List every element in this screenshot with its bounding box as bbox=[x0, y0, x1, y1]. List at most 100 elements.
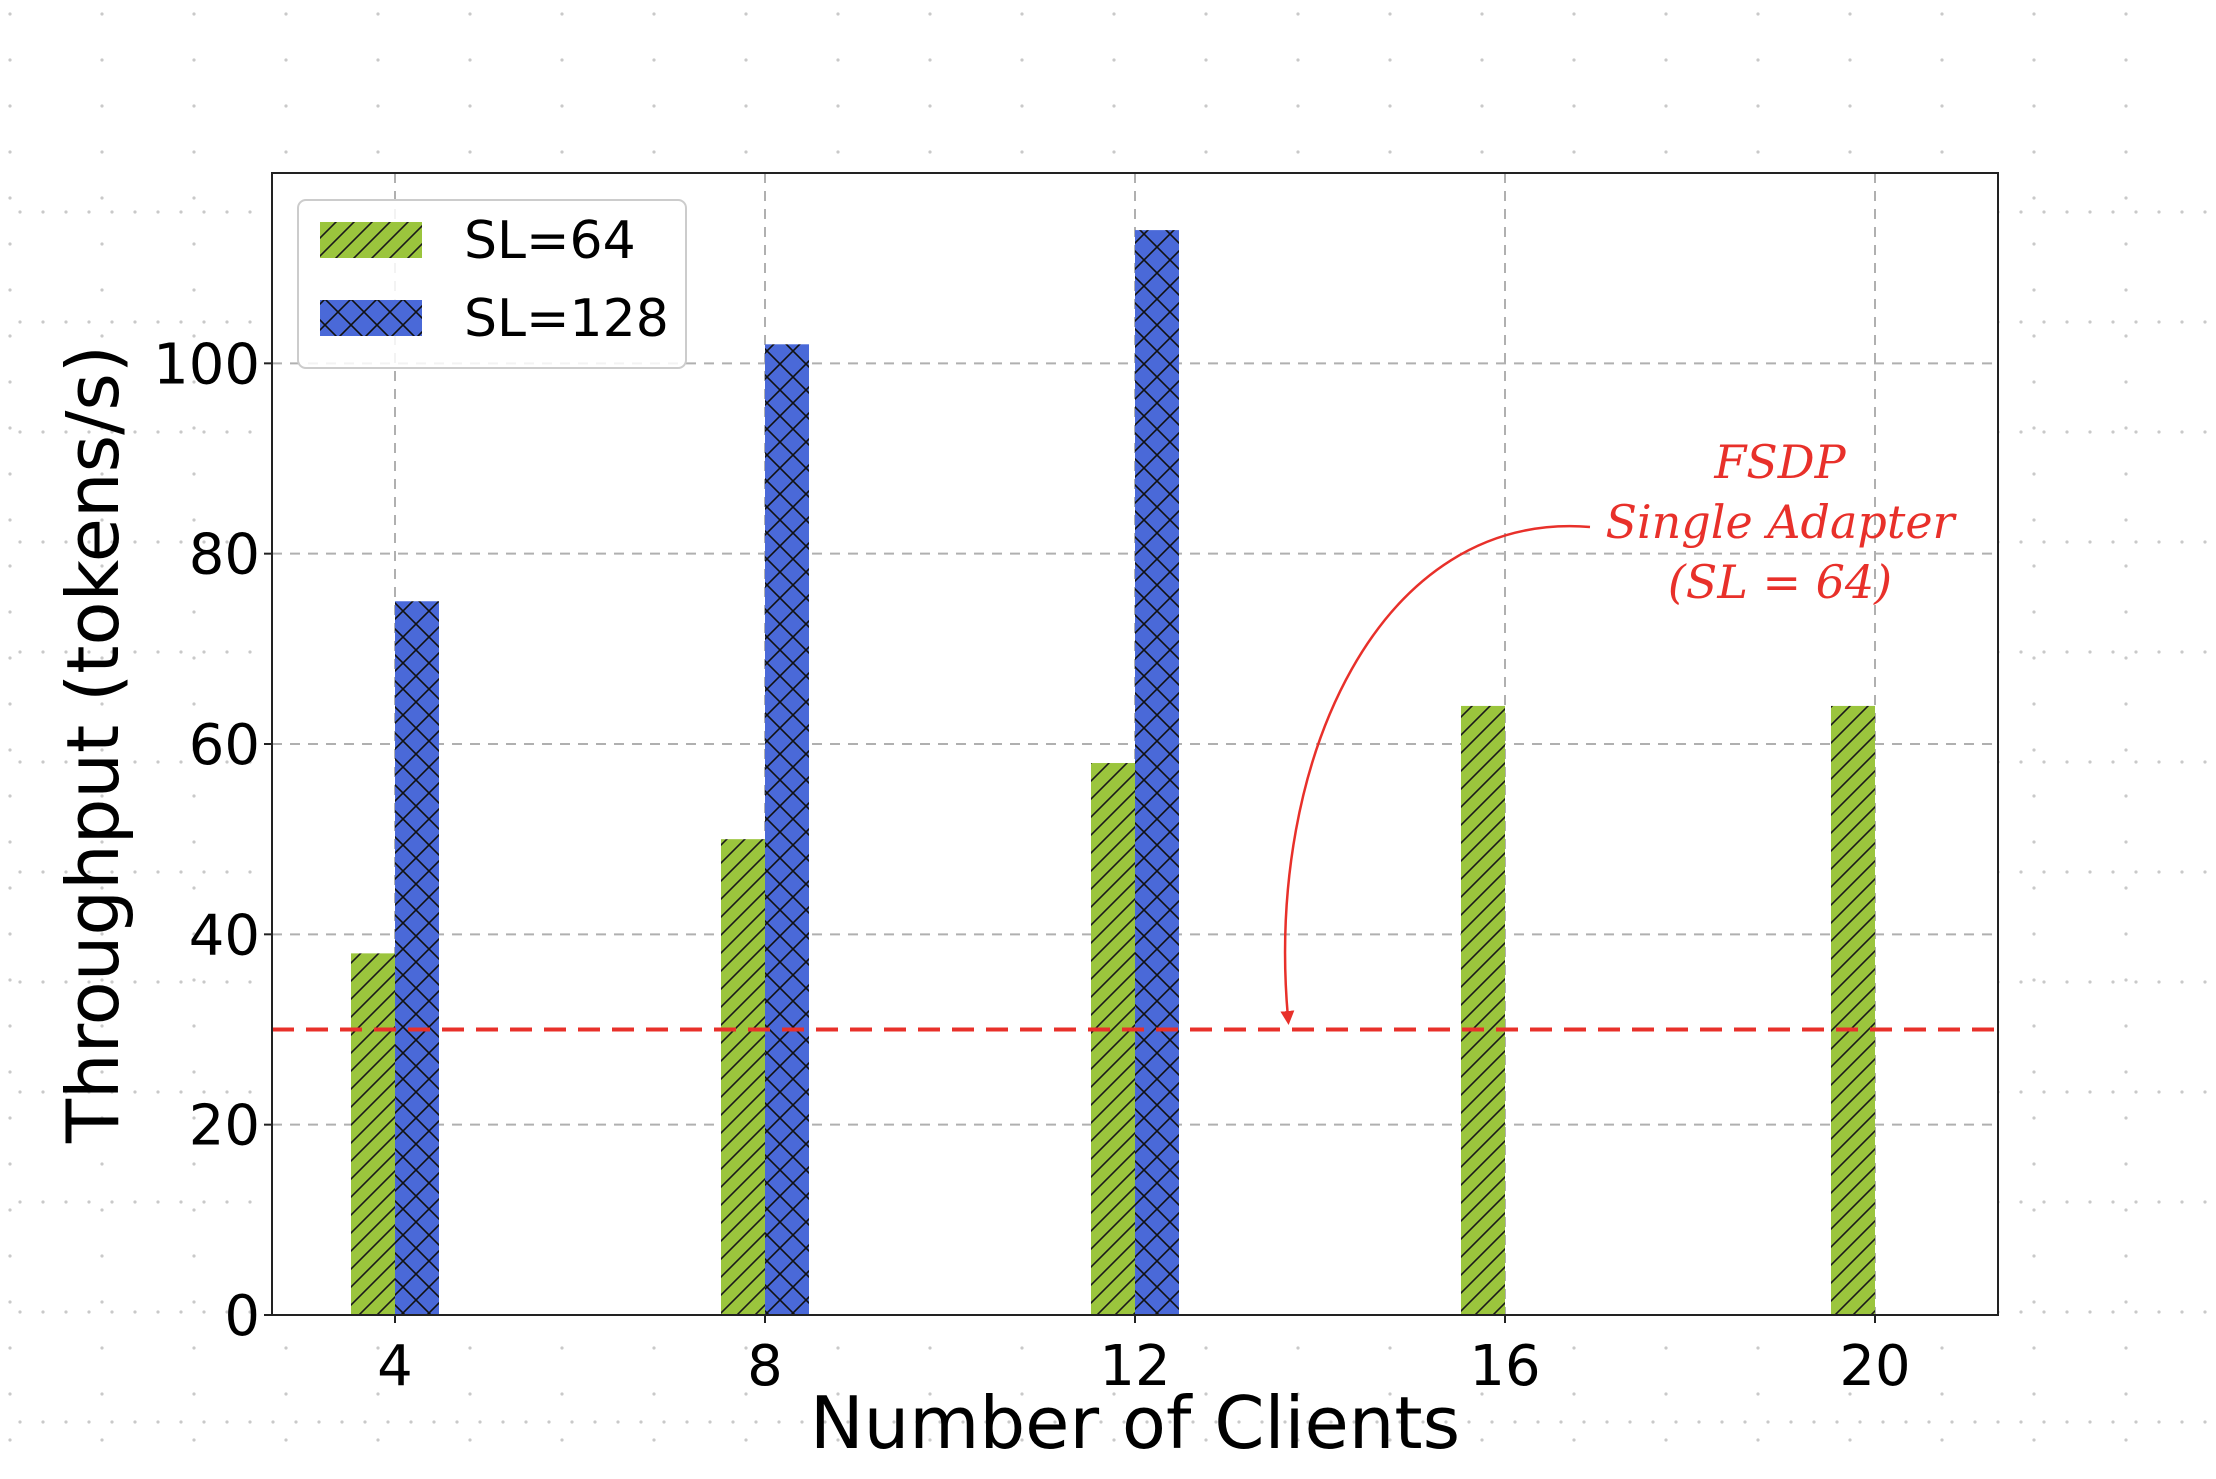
bg-dot bbox=[179, 1090, 183, 1094]
bg-dot bbox=[192, 886, 196, 890]
bg-dot bbox=[2042, 650, 2046, 654]
bg-dot bbox=[87, 210, 91, 214]
bg-dot bbox=[1237, 1420, 1241, 1424]
bg-dot bbox=[2042, 980, 2046, 984]
bg-dot bbox=[87, 430, 91, 434]
bg-dot bbox=[468, 104, 472, 108]
bg-dot bbox=[1664, 1438, 1668, 1442]
bg-dot bbox=[2065, 870, 2069, 874]
bg-dot bbox=[284, 150, 288, 154]
bg-dot bbox=[192, 1024, 196, 1028]
bg-dot bbox=[100, 1070, 104, 1074]
bg-dot bbox=[2134, 980, 2138, 984]
bg-dot bbox=[2088, 1310, 2092, 1314]
bg-dot bbox=[100, 1116, 104, 1120]
bg-dot bbox=[376, 12, 380, 16]
bg-dot bbox=[41, 980, 45, 984]
legend-swatch-sl64 bbox=[320, 222, 422, 258]
y-tick-label: 0 bbox=[224, 1284, 260, 1349]
bg-dot bbox=[915, 1420, 919, 1424]
bg-dot bbox=[192, 1346, 196, 1350]
bg-dot bbox=[100, 58, 104, 62]
bg-dot bbox=[1204, 12, 1208, 16]
bg-dot bbox=[2032, 886, 2036, 890]
bg-dot bbox=[202, 1310, 206, 1314]
bg-dot bbox=[2124, 472, 2128, 476]
bg-dot bbox=[8, 1162, 12, 1166]
bg-dot bbox=[928, 58, 932, 62]
bg-dot bbox=[2124, 150, 2128, 154]
bg-dot bbox=[192, 1208, 196, 1212]
bg-dot bbox=[87, 1200, 91, 1204]
bg-dot bbox=[560, 104, 564, 108]
bg-dot bbox=[100, 932, 104, 936]
y-tick-label: 40 bbox=[189, 903, 260, 968]
bg-dot bbox=[133, 1420, 137, 1424]
bg-dot bbox=[2019, 1090, 2023, 1094]
bg-dot bbox=[2124, 1300, 2128, 1304]
bg-dot bbox=[2032, 12, 2036, 16]
bg-dot bbox=[2134, 760, 2138, 764]
bg-dot bbox=[192, 1116, 196, 1120]
bg-dot bbox=[100, 794, 104, 798]
bg-dot bbox=[1204, 58, 1208, 62]
bg-dot bbox=[1388, 12, 1392, 16]
bg-dot bbox=[64, 210, 68, 214]
bg-dot bbox=[1996, 1420, 2000, 1424]
bg-dot bbox=[1940, 1392, 1944, 1396]
bg-dot bbox=[225, 760, 229, 764]
bg-dot bbox=[64, 1200, 68, 1204]
bar-sl64-20 bbox=[1831, 705, 1875, 1315]
bg-dot bbox=[376, 1392, 380, 1396]
bg-dot bbox=[2019, 540, 2023, 544]
bg-dot bbox=[2157, 980, 2161, 984]
bg-dot bbox=[1756, 12, 1760, 16]
bg-dot bbox=[2032, 58, 2036, 62]
bg-dot bbox=[468, 1392, 472, 1396]
bg-dot bbox=[1756, 1392, 1760, 1396]
bg-dot bbox=[2065, 1310, 2069, 1314]
bg-dot bbox=[1743, 1420, 1747, 1424]
bg-dot bbox=[1020, 1438, 1024, 1442]
bg-dot bbox=[1756, 1346, 1760, 1350]
bg-dot bbox=[1940, 1438, 1944, 1442]
bg-dot bbox=[1388, 1438, 1392, 1442]
bg-dot bbox=[2032, 840, 2036, 844]
bg-dot bbox=[2032, 748, 2036, 752]
bg-dot bbox=[225, 870, 229, 874]
bg-dot bbox=[8, 58, 12, 62]
bg-dot bbox=[284, 1392, 288, 1396]
bg-dot bbox=[1020, 1392, 1024, 1396]
bg-dot bbox=[1421, 1420, 1425, 1424]
bg-dot bbox=[8, 610, 12, 614]
bg-dot bbox=[777, 1420, 781, 1424]
bg-dot bbox=[202, 1090, 206, 1094]
bg-dot bbox=[100, 610, 104, 614]
bg-dot bbox=[18, 210, 22, 214]
bg-dot bbox=[2203, 1310, 2207, 1314]
bg-dot bbox=[340, 1420, 344, 1424]
bg-dot bbox=[8, 702, 12, 706]
bg-dot bbox=[192, 150, 196, 154]
bg-dot bbox=[1296, 1438, 1300, 1442]
bg-dot bbox=[2019, 980, 2023, 984]
bg-dot bbox=[133, 1200, 137, 1204]
bg-dot bbox=[2124, 610, 2128, 614]
bg-dot bbox=[100, 1346, 104, 1350]
bg-dot bbox=[524, 1420, 528, 1424]
bg-dot bbox=[2111, 1310, 2115, 1314]
bg-dot bbox=[192, 1254, 196, 1258]
bg-dot bbox=[133, 320, 137, 324]
bg-dot bbox=[1306, 1420, 1310, 1424]
bg-dot bbox=[192, 1300, 196, 1304]
bg-dot bbox=[1848, 1392, 1852, 1396]
bg-dot bbox=[2042, 540, 2046, 544]
bg-dot bbox=[179, 540, 183, 544]
bg-dot bbox=[2134, 1420, 2138, 1424]
bg-dot bbox=[1398, 1420, 1402, 1424]
bg-dot bbox=[1480, 58, 1484, 62]
bg-dot bbox=[1858, 1420, 1862, 1424]
bg-dot bbox=[2111, 430, 2115, 434]
bg-dot bbox=[800, 1420, 804, 1424]
bars-group bbox=[351, 230, 1875, 1316]
